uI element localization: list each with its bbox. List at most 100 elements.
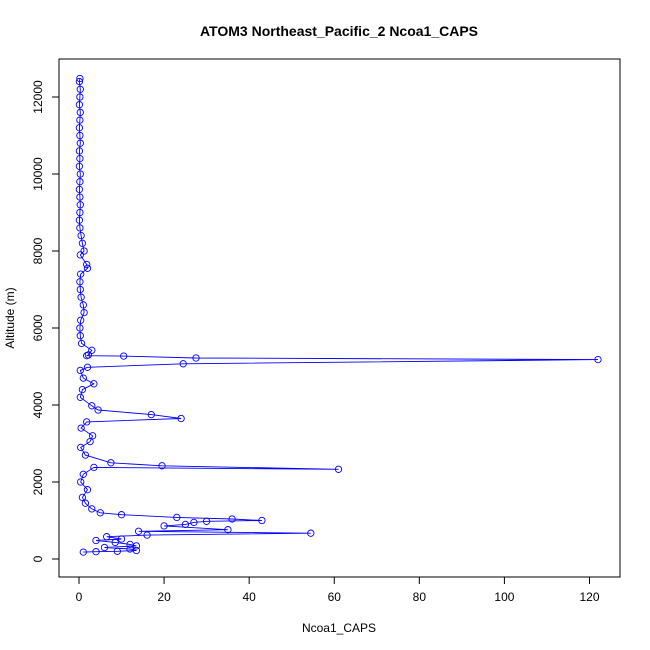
y-tick-label: 8000 (31, 237, 45, 264)
data-point (75, 185, 84, 194)
data-point (77, 443, 85, 452)
data-point (83, 363, 92, 371)
data-point (75, 124, 84, 132)
data-point (75, 216, 84, 224)
data-point (76, 208, 84, 217)
data-point (76, 224, 84, 232)
series-line (78, 78, 599, 553)
data-point (83, 418, 91, 426)
data-point (76, 285, 84, 294)
y-tick-label: 0 (31, 555, 45, 562)
data-point (224, 526, 232, 534)
data-point (83, 352, 91, 360)
data-point (117, 511, 126, 519)
data-point (76, 85, 84, 93)
data-point (88, 402, 96, 410)
data-point (78, 385, 87, 394)
data-point (76, 74, 84, 83)
y-axis-label: Altitude (m) (3, 287, 17, 348)
data-point (76, 108, 84, 117)
data-point (75, 162, 84, 170)
data-point (76, 178, 84, 186)
data-point (76, 201, 84, 209)
y-tick-label: 2000 (31, 468, 45, 495)
data-point (83, 264, 92, 272)
data-point (77, 316, 85, 324)
data-point (76, 324, 84, 332)
data-point (75, 77, 84, 86)
data-point (79, 470, 87, 478)
data-point (103, 533, 111, 541)
data-point (86, 437, 94, 446)
data-point (147, 410, 155, 419)
y-tick-label: 6000 (31, 314, 45, 341)
y-tick-label: 10000 (31, 157, 45, 191)
data-point (76, 139, 84, 147)
data-point (90, 380, 98, 388)
x-tick-label: 20 (157, 590, 171, 604)
x-axis: 0 20 40 60 80 100 120 (76, 576, 600, 604)
data-point (181, 520, 190, 529)
data-point (179, 360, 187, 368)
x-tick-label: 80 (413, 590, 427, 604)
data-point (88, 346, 96, 354)
y-tick-label: 4000 (31, 391, 45, 418)
data-point (80, 308, 88, 317)
x-tick-label: 40 (242, 590, 256, 604)
data-point (75, 101, 84, 109)
x-axis-label: Ncoa1_CAPS (302, 621, 376, 635)
x-tick-label: 60 (328, 590, 342, 604)
data-point (143, 531, 151, 539)
data-point (111, 538, 119, 547)
data-point (100, 543, 109, 552)
data-point (78, 239, 87, 247)
data-point (594, 355, 602, 364)
data-point (160, 522, 168, 530)
data-point (132, 542, 141, 550)
data-point (76, 170, 84, 178)
data-layer (75, 74, 602, 556)
data-point (77, 293, 85, 301)
data-point (113, 547, 121, 555)
x-tick-label: 120 (579, 590, 599, 604)
data-point (79, 548, 87, 556)
data-point (76, 393, 84, 401)
data-point (228, 515, 236, 523)
data-point (81, 451, 90, 459)
y-axis: 0 2000 4000 6000 8000 10000 12000 (31, 80, 60, 562)
data-point (76, 193, 84, 201)
data-point (83, 486, 92, 494)
data-point (76, 332, 84, 340)
data-point (117, 535, 126, 543)
data-point (132, 546, 141, 555)
data-point (120, 352, 128, 360)
data-point (94, 406, 102, 414)
data-point (307, 529, 315, 537)
data-point (79, 301, 87, 309)
data-point (90, 463, 98, 472)
data-point (76, 366, 84, 375)
x-tick-label: 100 (494, 590, 514, 604)
data-point (77, 231, 85, 240)
y-tick-label: 12000 (31, 80, 45, 114)
data-point (77, 270, 85, 278)
data-point (76, 131, 84, 140)
data-point (202, 517, 211, 525)
data-point (76, 278, 84, 286)
data-point (75, 147, 84, 155)
plot-frame (58, 58, 621, 578)
data-point (177, 414, 185, 423)
data-point (88, 505, 96, 513)
data-point (77, 339, 86, 348)
data-point (76, 93, 84, 101)
data-point (96, 509, 104, 517)
data-point (81, 499, 90, 507)
series-0 (75, 74, 602, 556)
data-point (134, 527, 143, 535)
data-point (78, 493, 87, 502)
data-point (173, 513, 181, 522)
data-point (334, 465, 343, 473)
data-point (76, 154, 84, 163)
data-point (258, 516, 266, 525)
